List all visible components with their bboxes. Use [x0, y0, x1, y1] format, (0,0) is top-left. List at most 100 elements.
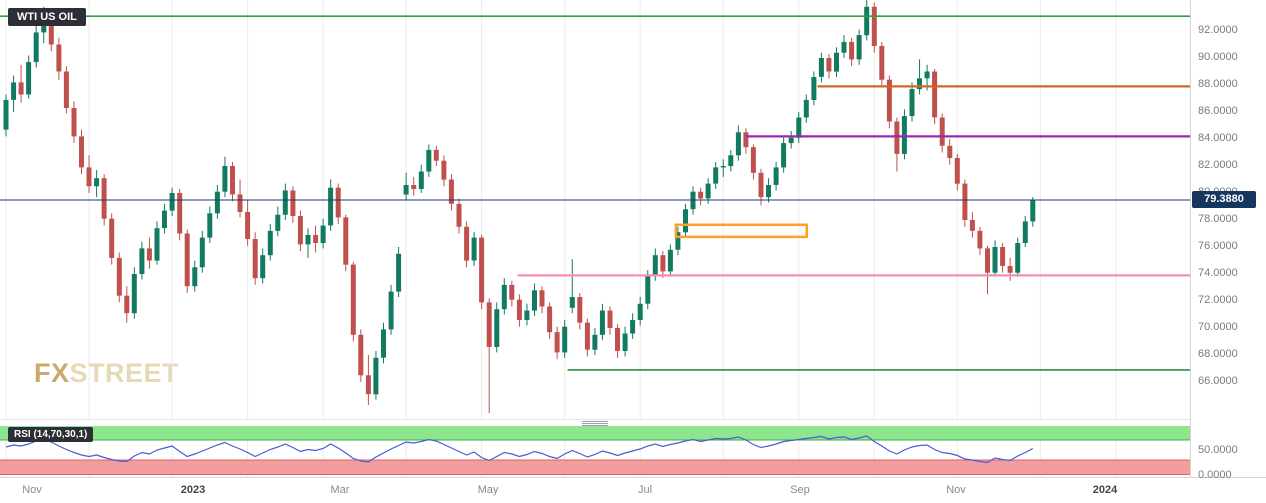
candle-down — [237, 194, 243, 212]
candle-up — [207, 213, 213, 238]
candle-down — [660, 255, 666, 272]
candle-up — [924, 71, 930, 79]
time-tick-month: Jul — [637, 484, 653, 496]
candle-up — [728, 155, 734, 167]
candle-down — [985, 248, 990, 273]
candle-up — [811, 77, 817, 100]
candle-down — [698, 191, 704, 199]
rsi-tick-label: 0.0000 — [1198, 469, 1232, 481]
candle-down — [116, 257, 122, 296]
candle-up — [713, 167, 719, 184]
candle-up — [320, 225, 326, 243]
time-tick-month: Nov — [22, 484, 42, 496]
candle-up — [841, 41, 847, 53]
candle-up — [169, 193, 175, 211]
price-tick-label: 68.0000 — [1198, 348, 1238, 360]
candle-up — [864, 6, 870, 36]
price-chart-canvas[interactable] — [0, 0, 1190, 419]
rsi-chart-canvas[interactable] — [0, 425, 1190, 477]
candle-up — [720, 166, 726, 168]
candle-down — [743, 132, 749, 148]
candle-down — [826, 58, 832, 72]
rsi-line — [5, 435, 1034, 464]
candle-up — [630, 320, 636, 334]
candle-down — [313, 234, 319, 243]
price-tick-label: 86.0000 — [1198, 105, 1238, 117]
candle-down — [350, 264, 356, 335]
candle-down — [358, 334, 364, 376]
candle-up — [41, 21, 47, 33]
candle-down — [146, 248, 152, 261]
candle-down — [433, 149, 439, 161]
price-tick-label: 90.0000 — [1198, 51, 1238, 63]
candle-down — [335, 187, 341, 218]
candle-down — [109, 218, 115, 258]
candle-down — [1007, 266, 1013, 273]
current-price-value: 79.3880 — [1204, 193, 1244, 205]
symbol-badge: WTI US OIL — [8, 8, 86, 26]
candle-down — [252, 239, 258, 279]
time-tick-year: 2024 — [1092, 484, 1118, 496]
candle-down — [343, 217, 349, 265]
panel-resize-handle-icon[interactable] — [582, 421, 608, 426]
candle-down — [758, 172, 764, 198]
candle-down — [954, 158, 960, 184]
candle-down — [947, 145, 953, 158]
watermark-fx-text: FX — [34, 358, 70, 388]
candle-up — [652, 255, 658, 276]
candle-up — [11, 82, 17, 100]
candle-up — [909, 89, 915, 117]
candle-down — [577, 297, 583, 323]
candle-down — [977, 230, 983, 249]
candle-down — [962, 183, 968, 220]
candle-up — [1022, 221, 1028, 243]
candle-down — [750, 147, 756, 173]
candle-down — [486, 302, 492, 347]
candle-down — [79, 136, 84, 168]
candle-down — [871, 6, 877, 47]
rsi-overbought-band — [0, 425, 1190, 440]
candle-down — [411, 185, 417, 189]
candle-up — [388, 291, 394, 330]
candle-up — [781, 143, 787, 168]
orange-zone-box[interactable] — [674, 223, 809, 239]
candle-up — [192, 267, 198, 287]
price-tick-label: 92.0000 — [1198, 24, 1238, 36]
price-tick-label: 66.0000 — [1198, 375, 1238, 387]
price-axis[interactable]: 79.3880 92.0000 90.0000 88.0000 86.0000 84.0… — [1190, 0, 1266, 481]
candle-down — [894, 121, 900, 154]
candle-up — [131, 274, 137, 314]
time-tick-month: May — [477, 484, 499, 496]
candle-up — [501, 284, 507, 310]
rsi-panel[interactable]: RSI (14,70,30,1) — [0, 425, 1190, 477]
candle-up — [403, 185, 409, 195]
candle-up — [592, 334, 598, 350]
candle-up — [162, 210, 167, 229]
candle-up — [139, 248, 145, 274]
candle-up — [381, 329, 386, 358]
candle-up — [426, 149, 432, 172]
candle-down — [124, 295, 130, 314]
price-chart-area[interactable]: FXSTREET WTI US OIL — [0, 0, 1190, 419]
price-tick-label: 88.0000 — [1198, 78, 1238, 90]
candle-down — [932, 71, 938, 118]
candle-down — [56, 44, 62, 72]
rsi-indicator-badge: RSI (14,70,30,1) — [8, 427, 94, 442]
candle-down — [539, 290, 545, 307]
price-tick-label: 72.0000 — [1198, 294, 1238, 306]
time-axis[interactable]: Nov 2023 Mar May Jul Sep Nov 2024 — [0, 477, 1266, 503]
candle-up — [917, 78, 922, 90]
candle-down — [584, 322, 590, 350]
panel-separator — [0, 419, 1190, 426]
candle-up — [532, 290, 537, 311]
candle-down — [554, 332, 560, 353]
candle-down — [607, 310, 613, 328]
candle-up — [667, 249, 673, 272]
candle-down — [939, 117, 945, 146]
candle-up — [788, 137, 794, 144]
candle-down — [849, 41, 855, 60]
watermark-street-text: STREET — [69, 358, 180, 388]
candle-down — [18, 82, 24, 95]
candle-up — [222, 166, 228, 192]
candle-up — [766, 185, 771, 198]
